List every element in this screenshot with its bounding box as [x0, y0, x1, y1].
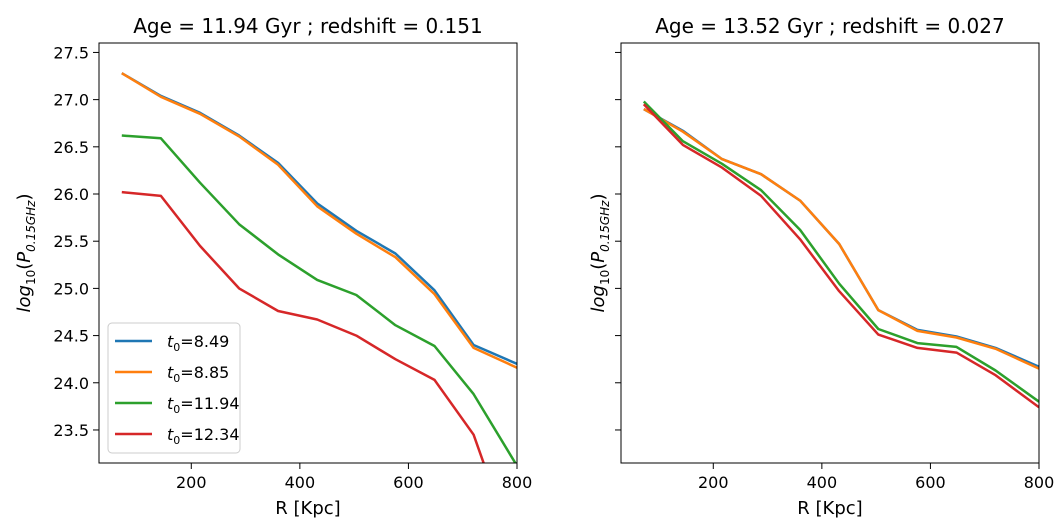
y-label-var: P — [588, 252, 609, 263]
y-tick-label: 27.0 — [53, 91, 89, 110]
y-tick-label: 24.5 — [53, 327, 89, 346]
x-tick-label: 800 — [1024, 473, 1055, 492]
legend-entry: t0=8.85 — [115, 363, 229, 385]
left-panel-x-label: R [Kpc] — [275, 498, 340, 519]
series-line-3 — [642, 103, 1039, 409]
right-panel-ticks: 200 400 600 800 — [615, 51, 1055, 492]
x-tick-label: 400 — [807, 473, 838, 492]
y-label-log: log — [14, 285, 35, 312]
legend-label: t0=11.94 — [167, 394, 240, 416]
y-label-var: P — [14, 252, 35, 263]
y-tick-label: 25.0 — [53, 279, 89, 298]
y-tick-label: 25.5 — [53, 232, 89, 251]
left-panel-frame — [98, 42, 518, 464]
y-tick-label: 24.0 — [53, 374, 89, 393]
right-panel: Age = 13.52 Gyr ; redshift = 0.027 200 40… — [588, 14, 1054, 519]
y-label-log-sub: 10 — [24, 270, 38, 285]
legend-label: t0=8.85 — [167, 363, 229, 385]
x-tick-label: 800 — [502, 473, 533, 492]
left-panel: Age = 11.94 Gyr ; redshift = 0.151 200 40… — [14, 14, 532, 519]
y-tick-label: 27.5 — [53, 43, 89, 62]
right-panel-y-label: log10(P0.15GHz) — [588, 194, 612, 313]
y-tick-label: 23.5 — [53, 421, 89, 440]
right-panel-lines — [642, 100, 1039, 409]
y-label-log-sub: 10 — [598, 270, 612, 285]
legend-label: t0=12.34 — [167, 425, 240, 447]
x-tick-label: 400 — [285, 473, 316, 492]
y-tick-label: 26.0 — [53, 185, 89, 204]
x-tick-label: 200 — [176, 473, 207, 492]
series-line-1 — [643, 108, 1039, 370]
x-tick-label: 600 — [393, 473, 424, 492]
left-panel-title: Age = 11.94 Gyr ; redshift = 0.151 — [133, 14, 482, 38]
legend-box — [107, 322, 241, 454]
series-line-3 — [121, 190, 485, 463]
left-panel-lines — [121, 72, 517, 463]
series-line-0 — [643, 108, 1039, 368]
right-panel-title: Age = 13.52 Gyr ; redshift = 0.027 — [655, 14, 1004, 38]
legend-label: t0=8.49 — [167, 332, 229, 354]
legend: t0=8.49 t0=8.85 t0=11.94 t0=12.34 — [107, 322, 241, 454]
x-tick-label: 200 — [698, 473, 729, 492]
left-panel-y-label: log10(P0.15GHz) — [14, 194, 38, 313]
legend-entry: t0=8.49 — [115, 332, 229, 354]
y-tick-label: 26.5 — [53, 138, 89, 157]
series-line-1 — [121, 72, 517, 369]
right-panel-x-label: R [Kpc] — [797, 498, 862, 519]
right-panel-frame — [620, 42, 1040, 464]
legend-entry: t0=11.94 — [115, 394, 240, 416]
series-line-2 — [642, 100, 1039, 403]
series-line-2 — [121, 134, 517, 463]
legend-entry: t0=12.34 — [115, 425, 240, 447]
left-panel-ticks: 200 400 600 800 23.5 24.0 24.5 25.0 25.5 26.0 26.5… — [53, 43, 532, 492]
y-label-var-sub: 0.15GHz — [24, 200, 38, 252]
y-label-log: log — [588, 285, 609, 312]
y-label-var-sub: 0.15GHz — [598, 200, 612, 252]
x-tick-label: 600 — [915, 473, 946, 492]
